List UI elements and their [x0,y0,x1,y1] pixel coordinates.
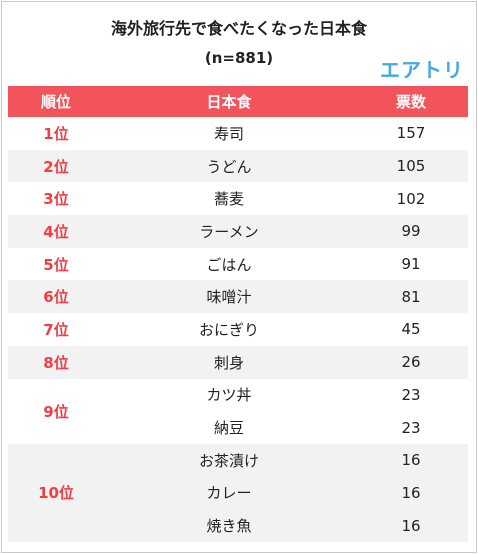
table-row: 7位 おにぎり 45 [8,313,468,346]
rank-cell: 9位 [43,402,69,421]
table-row: 9位 カツ丼 23 [8,379,468,421]
votes-cell: 99 [354,215,468,248]
food-cell: おにぎり [198,320,259,339]
votes-cell: 157 [396,124,426,143]
votes-cell: 91 [401,255,421,274]
rank-cell: 2位 [8,149,104,183]
food-cell: 寿司 [213,124,244,143]
votes-cell: 16 [354,443,468,477]
food-cell: 蕎麦 [213,190,244,209]
votes-cell: 16 [354,509,468,542]
rank-cell: 4位 [8,215,104,248]
table-row: 1位 寿司 157 [8,117,468,150]
rank-cell: 1位 [43,124,69,143]
food-cell: うどん [104,149,354,183]
table-row: 10位 お茶漬け 16 [8,443,468,542]
ranking-table: 順位 日本食 票数 1位 寿司 157 2位 うどん 105 3位 蕎麦 102 4位 ラーメン 99… [8,86,468,542]
rank-cell: 8位 [8,345,104,379]
votes-cell: 16 [354,476,468,510]
votes-cell: 102 [396,189,426,208]
votes-cell: 105 [354,149,468,183]
food-cell: 刺身 [104,345,354,379]
table-body: 1位 寿司 157 2位 うどん 105 3位 蕎麦 102 4位 ラーメン 99 5位 ごはん 91 6位味… [8,117,468,542]
brand-logo: エアトリ [380,58,464,82]
food-cell: ラーメン [104,215,354,248]
votes-cell: 23 [401,418,421,437]
food-cell: 味噌汁 [104,280,354,314]
table-header-row: 順位 日本食 票数 [8,86,468,117]
rank-cell: 10位 [8,443,104,542]
table-row: 8位 刺身 26 [8,345,468,379]
food-cell: 納豆 [213,419,244,438]
table-row: カレー 16 [8,476,468,510]
food-cell: お茶漬け [104,443,354,477]
rank-cell: 5位 [43,255,69,274]
table-row: 焼き魚 16 [8,509,468,542]
chart-subtitle: (n=881) [204,49,274,67]
table-row: 2位 うどん 105 [8,149,468,183]
table-row: 納豆 23 [8,411,468,444]
votes-cell: 81 [354,280,468,314]
votes-cell: 45 [401,320,421,339]
chart-title: 海外旅行先で食べたくなった日本食 [110,19,367,38]
food-cell: ごはん [206,255,252,274]
food-cell: カレー [104,476,354,510]
rank-cell: 7位 [43,320,69,339]
table-row: 6位 味噌汁 81 [8,280,468,314]
rank-cell: 6位 [8,280,104,314]
rank-cell: 3位 [43,190,69,209]
table-row: 5位 ごはん 91 [8,248,468,281]
votes-cell: 26 [354,345,468,379]
food-cell: カツ丼 [206,386,252,405]
table-row: 4位 ラーメン 99 [8,215,468,248]
column-header-rank: 順位 [8,86,104,117]
table-row: 3位 蕎麦 102 [8,182,468,215]
column-header-votes: 票数 [354,86,468,117]
column-header-food: 日本食 [104,86,354,117]
votes-cell: 23 [401,385,421,404]
food-cell: 焼き魚 [104,509,354,542]
